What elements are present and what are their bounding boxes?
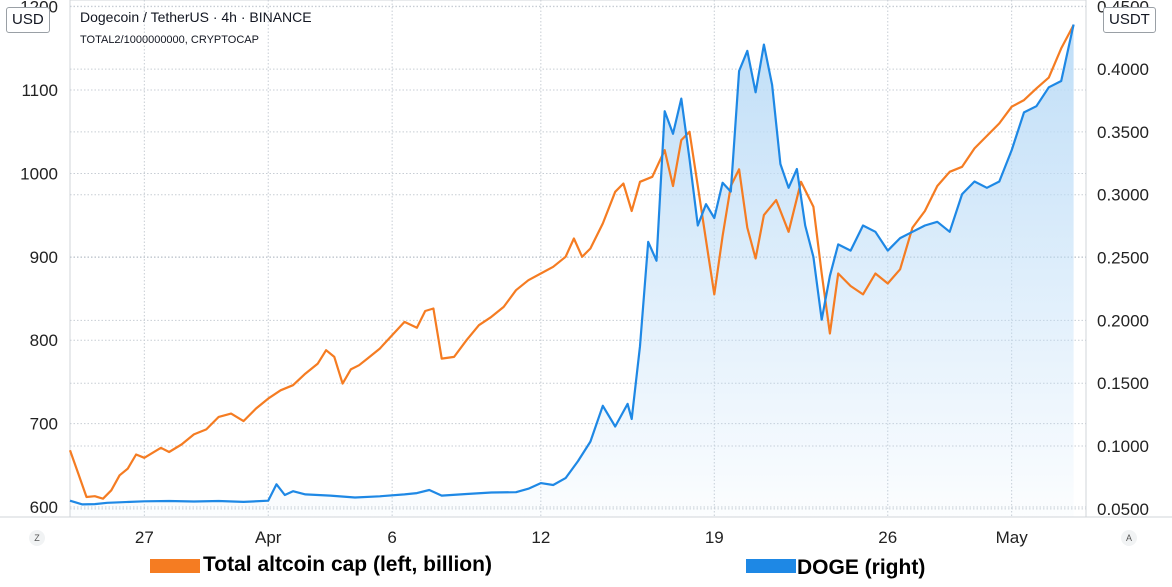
left-tick-label: 1000 — [20, 164, 58, 183]
left-tick-label: 900 — [30, 248, 58, 267]
x-tick-label: 27 — [135, 528, 154, 547]
altcoin-series-line — [68, 24, 1075, 500]
right-unit-badge[interactable]: USDT — [1103, 7, 1156, 33]
right-axis-ticks: 0.0500 0.1000 0.1500 0.2000 0.2500 0.3000 0.35… — [1097, 0, 1149, 519]
right-tick-label: 0.4000 — [1097, 60, 1149, 79]
legend-label-altcoin: Total altcoin cap (left, billion) — [203, 553, 492, 576]
left-tick-label: 1100 — [21, 81, 58, 100]
right-tick-label: 0.0500 — [1097, 500, 1149, 519]
overlay-title: TOTAL2/1000000000, CRYPTOCAP — [80, 34, 259, 46]
symbol-title: Dogecoin / TetherUS · 4h · BINANCE — [80, 9, 312, 25]
x-tick-label: 12 — [531, 528, 550, 547]
right-tick-label: 0.3000 — [1097, 186, 1149, 205]
x-tick-label: 19 — [705, 528, 724, 547]
legend-swatch-doge — [746, 559, 796, 573]
right-tick-label: 0.1500 — [1097, 374, 1149, 393]
right-tick-label: 0.2500 — [1097, 249, 1149, 268]
auto-scale-button[interactable]: A — [1121, 530, 1137, 546]
left-unit-badge[interactable]: USD — [6, 7, 50, 33]
legend-label-doge: DOGE (right) — [797, 556, 926, 579]
x-axis-ticks: 27 Apr 6 12 19 26 May — [135, 528, 1028, 547]
left-tick-label: 600 — [30, 498, 58, 517]
left-tick-label: 800 — [30, 331, 58, 350]
left-axis-ticks: 600700800900100011001200 — [20, 0, 58, 517]
right-tick-label: 0.2000 — [1097, 311, 1149, 330]
x-tick-label: 26 — [878, 528, 897, 547]
right-tick-label: 0.3500 — [1097, 123, 1149, 142]
right-tick-label: 0.1000 — [1097, 437, 1149, 456]
x-tick-label: 6 — [387, 528, 396, 547]
left-tick-label: 700 — [30, 415, 58, 434]
x-tick-label: May — [996, 528, 1029, 547]
doge-series-line — [69, 24, 1075, 506]
legend-swatch-altcoin — [150, 559, 200, 573]
doge-area-fill — [70, 24, 1074, 517]
x-tick-label: Apr — [255, 528, 282, 547]
zoom-corner-button[interactable]: Z — [29, 530, 45, 546]
